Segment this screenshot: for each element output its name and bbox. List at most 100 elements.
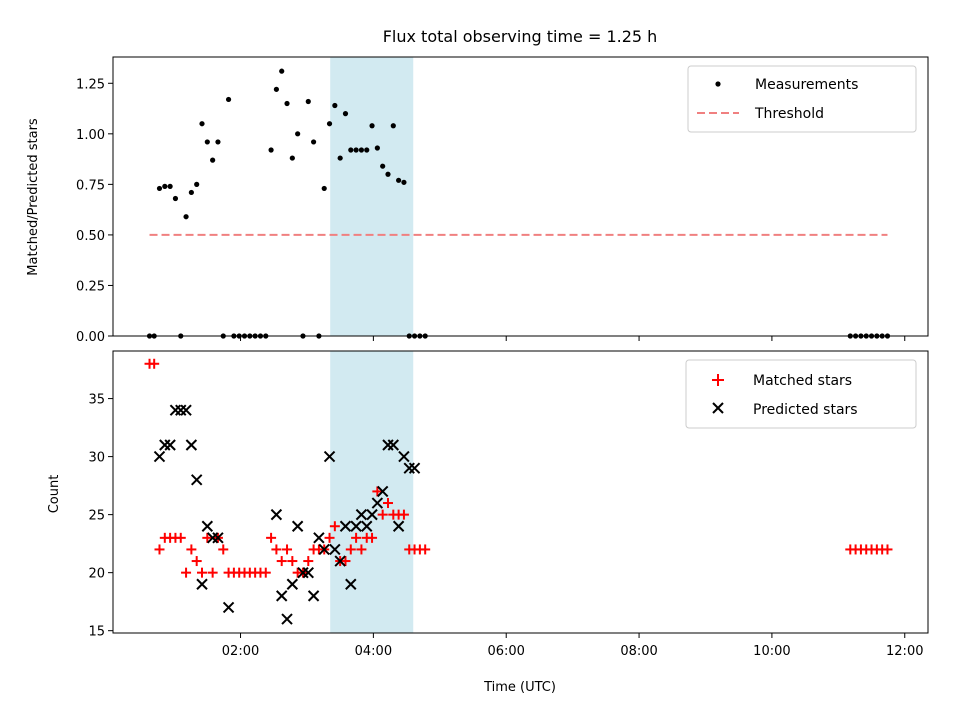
predicted-stars-point: [185, 439, 198, 451]
bottom-y-axis-label: Count: [47, 475, 62, 514]
predicted-stars-point: [307, 590, 320, 602]
top-panel: 0.00 0.25 0.50 0.75 1.00 1.25 Flux total obse…: [26, 27, 929, 345]
matched-stars-point: [398, 509, 409, 520]
measurement-point: [204, 139, 210, 145]
predicted-stars-point: [387, 439, 400, 451]
measurement-point: [385, 171, 391, 177]
bottom-legend: Matched stars Predicted stars: [685, 359, 917, 429]
measurement-point: [167, 183, 173, 189]
legend-predicted-label: Predicted stars: [753, 402, 858, 418]
measurement-point: [295, 131, 301, 137]
predicted-stars-point: [355, 508, 368, 521]
measurement-point: [194, 181, 200, 187]
y-tick-label: 0.00: [76, 330, 105, 345]
measurement-point: [337, 155, 343, 161]
matched-stars-point: [218, 544, 229, 555]
predicted-stars-point: [222, 601, 235, 614]
matched-stars-point: [276, 556, 287, 567]
measurement-point: [210, 157, 216, 163]
matched-stars-point: [191, 556, 202, 567]
measurement-point: [374, 145, 380, 151]
predicted-stars-point: [190, 474, 203, 486]
matched-stars-point: [197, 567, 208, 578]
bottom-y-ticks: 15 20 25 30 35: [88, 393, 113, 640]
matched-stars-point: [372, 486, 383, 497]
x-axis-label: Time (UTC): [483, 680, 556, 695]
predicted-stars-point: [366, 508, 378, 521]
measurement-point: [401, 179, 407, 185]
measurement-point: [364, 147, 370, 153]
measurement-point: [188, 189, 194, 196]
x-tick-label: 10:00: [753, 644, 790, 659]
matched-stars-point: [351, 532, 362, 543]
top-legend: Measurements Threshold: [687, 65, 917, 133]
measurement-point: [353, 147, 359, 153]
bottom-legend-frame: [685, 359, 917, 429]
predicted-stars-point: [323, 450, 336, 463]
predicted-stars-point: [201, 520, 214, 532]
legend-matched-marker: [712, 374, 724, 386]
y-tick-label: 0.50: [76, 229, 105, 244]
bottom-plot-marks: [144, 358, 893, 625]
y-tick-label: 1.00: [76, 128, 105, 143]
measurement-point: [215, 139, 221, 145]
top-y-axis-label: Matched/Predicted stars: [26, 118, 41, 276]
y-tick-label: 15: [88, 625, 105, 640]
measurement-point: [342, 111, 349, 117]
matched-stars-point: [345, 544, 356, 555]
measurement-point: [199, 121, 205, 127]
top-axes-frame: [112, 56, 929, 337]
matched-stars-point: [324, 532, 335, 543]
measurement-point: [156, 185, 163, 192]
chart-title: Flux total observing time = 1.25 h: [383, 27, 658, 46]
matched-stars-point: [340, 556, 351, 567]
matched-stars-point: [287, 556, 298, 567]
observing-band: [330, 57, 414, 336]
predicted-stars-point: [291, 520, 304, 532]
predicted-stars-point: [270, 508, 283, 521]
matched-stars-point: [271, 544, 282, 555]
predicted-stars-point: [164, 439, 176, 451]
measurement-point: [348, 147, 354, 153]
predicted-stars-point: [286, 578, 299, 590]
measurement-point: [369, 123, 375, 129]
predicted-stars-point: [276, 590, 288, 602]
y-tick-label: 0.25: [76, 279, 105, 294]
y-tick-label: 35: [88, 393, 105, 408]
y-tick-label: 20: [88, 567, 105, 582]
predicted-stars-point: [361, 520, 373, 532]
matched-stars-point: [329, 521, 340, 532]
matched-stars-point: [356, 544, 367, 555]
predicted-stars-point: [371, 497, 384, 509]
matched-stars-point: [186, 544, 197, 555]
measurement-point: [172, 195, 179, 202]
observing-band: [330, 351, 414, 633]
matched-stars-point: [149, 358, 160, 369]
matched-stars-point: [382, 498, 393, 509]
bottom-x-ticks: 02:00 04:00 06:00 08:00 10:00 12:00: [222, 633, 923, 659]
matched-stars-point: [181, 567, 192, 578]
predicted-stars-point: [345, 578, 357, 590]
measurement-point: [326, 121, 333, 127]
predicted-stars-point: [196, 578, 208, 590]
measurement-point: [279, 68, 285, 74]
predicted-stars-point: [408, 462, 421, 474]
bottom-axes-frame: [112, 350, 929, 634]
y-tick-label: 25: [88, 509, 105, 524]
matched-stars-point: [207, 567, 218, 578]
predicted-stars-point: [318, 543, 330, 556]
matched-stars-point: [367, 532, 378, 543]
measurement-point: [396, 177, 402, 183]
x-tick-label: 08:00: [620, 644, 657, 659]
x-tick-label: 06:00: [487, 644, 524, 659]
legend-measurements-label: Measurements: [755, 77, 858, 93]
top-x-ticks: [240, 336, 906, 341]
measurement-point: [380, 163, 386, 169]
legend-threshold-label: Threshold: [754, 106, 824, 122]
predicted-stars-point: [376, 485, 389, 498]
matched-stars-point: [882, 544, 893, 555]
measurement-point: [321, 185, 327, 192]
y-tick-label: 1.25: [76, 77, 105, 92]
legend-measurements-marker: [715, 81, 721, 87]
